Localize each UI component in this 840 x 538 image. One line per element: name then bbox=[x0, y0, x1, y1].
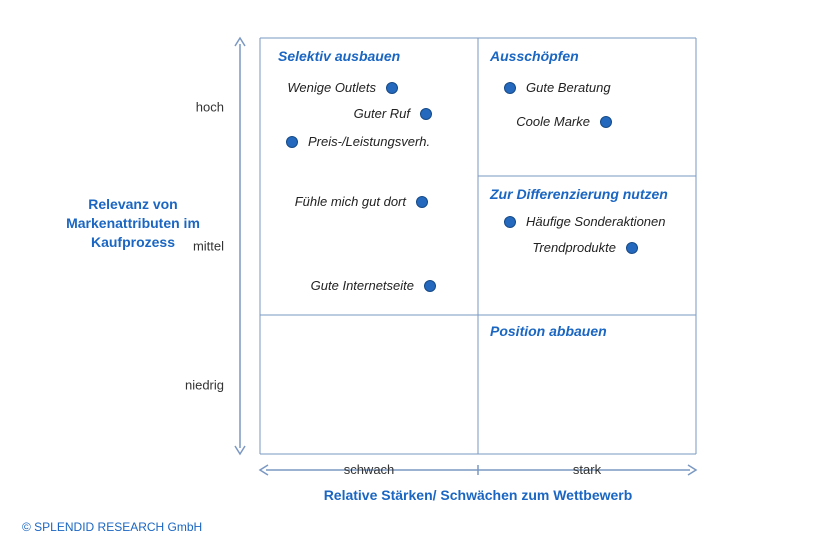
copyright-text: © SPLENDID RESEARCH GmbH bbox=[22, 520, 202, 534]
data-point-label: Trendprodukte bbox=[532, 240, 616, 255]
data-point: Fühle mich gut dort bbox=[0, 194, 428, 209]
data-point-marker bbox=[626, 242, 638, 254]
data-point-marker bbox=[504, 82, 516, 94]
data-point: Gute Internetseite bbox=[0, 278, 436, 293]
data-point: Gute Beratung bbox=[504, 80, 611, 95]
data-point-marker bbox=[600, 116, 612, 128]
data-point-label: Häufige Sonderaktionen bbox=[526, 214, 666, 229]
data-point-label: Wenige Outlets bbox=[287, 80, 376, 95]
data-point-label: Coole Marke bbox=[516, 114, 590, 129]
data-point-marker bbox=[504, 216, 516, 228]
data-point-label: Gute Beratung bbox=[526, 80, 611, 95]
y-tick-label: niedrig bbox=[144, 378, 224, 393]
quadrant-label: Position abbauen bbox=[490, 323, 607, 339]
data-point-label: Fühle mich gut dort bbox=[295, 194, 406, 209]
data-point-marker bbox=[416, 196, 428, 208]
matrix-chart: Relevanz von Markenattributen im Kaufpro… bbox=[0, 0, 840, 538]
x-axis-title: Relative Stärken/ Schwächen zum Wettbewe… bbox=[260, 486, 696, 505]
data-point-marker bbox=[424, 280, 436, 292]
quadrant-label: Zur Differenzierung nutzen bbox=[490, 186, 668, 202]
data-point-label: Gute Internetseite bbox=[311, 278, 414, 293]
quadrant-label: Ausschöpfen bbox=[490, 48, 579, 64]
data-point: Häufige Sonderaktionen bbox=[504, 214, 666, 229]
data-point: Preis-/Leistungsverh. bbox=[286, 134, 430, 149]
data-point: Coole Marke bbox=[0, 114, 612, 129]
data-point-marker bbox=[286, 136, 298, 148]
data-point: Wenige Outlets bbox=[0, 80, 398, 95]
x-tick-label: stark bbox=[478, 462, 696, 477]
quadrant-label: Selektiv ausbauen bbox=[278, 48, 400, 64]
x-tick-label: schwach bbox=[260, 462, 478, 477]
data-point-marker bbox=[386, 82, 398, 94]
data-point-label: Preis-/Leistungsverh. bbox=[308, 134, 430, 149]
data-point: Trendprodukte bbox=[0, 240, 638, 255]
